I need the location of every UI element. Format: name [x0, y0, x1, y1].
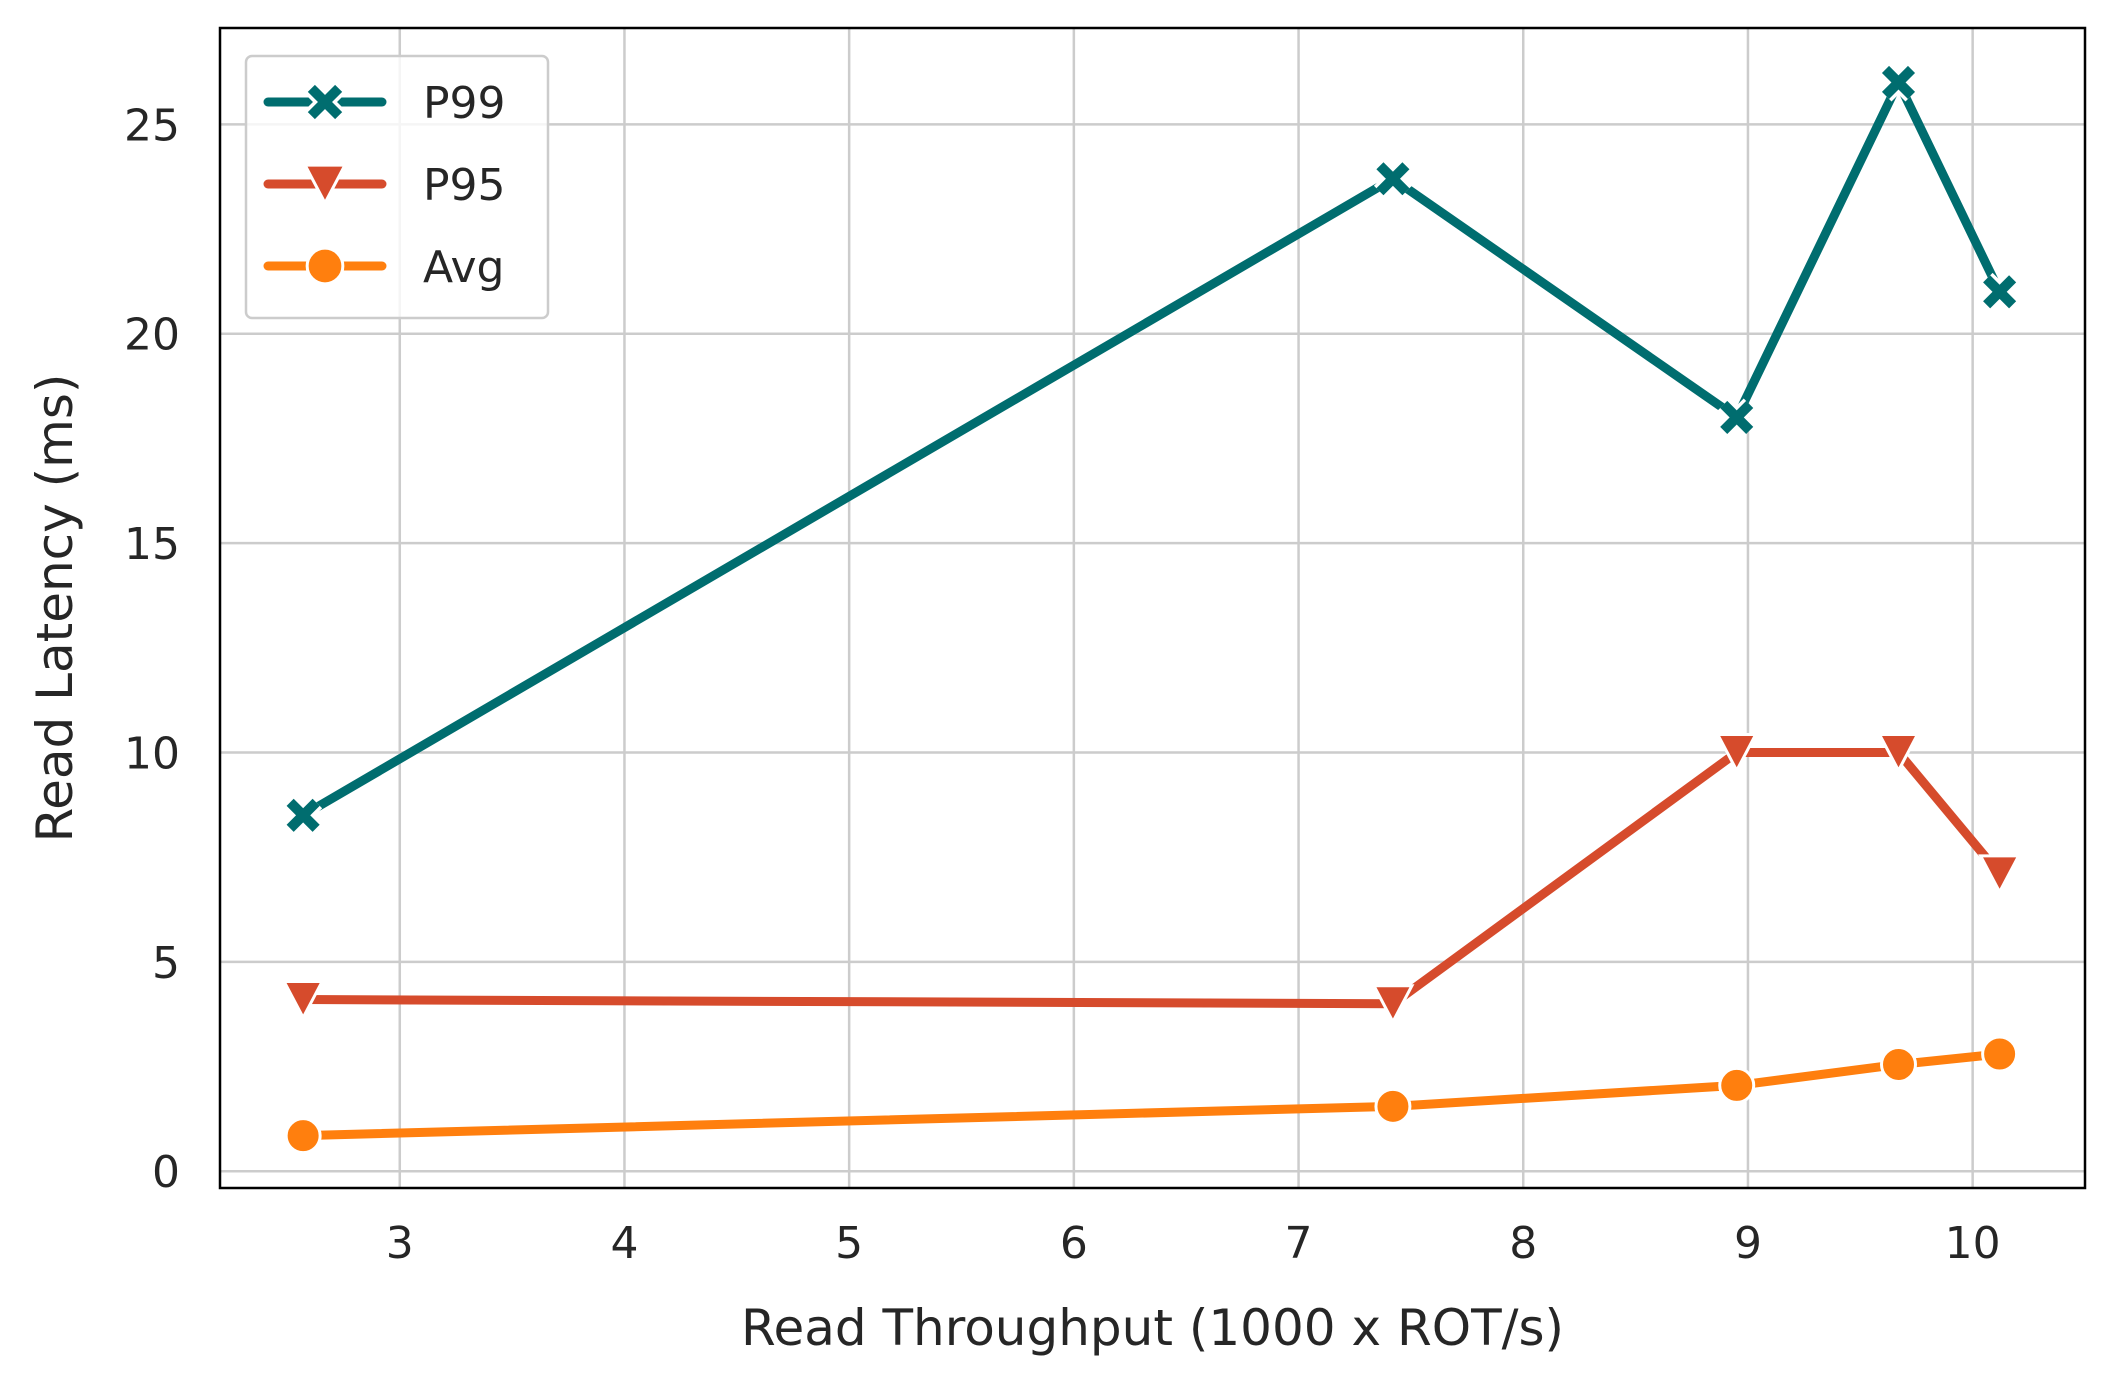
plot-frame: [218, 26, 2087, 1190]
x-marker: [284, 796, 323, 835]
x-marker: [1879, 63, 1918, 102]
y-tick-label: 0: [152, 1147, 180, 1198]
x-marker-stroke: [1720, 400, 1754, 434]
y-tick-label: 20: [124, 310, 180, 361]
y-tick-label: 5: [152, 938, 180, 989]
legend-label: P99: [423, 78, 506, 129]
y-axis-ticks: 0 5 10 15 20 25: [124, 100, 180, 1198]
legend-label: Avg: [423, 242, 505, 293]
circle-marker: [284, 1117, 322, 1155]
series-layer: [281, 63, 2022, 1155]
x-tick-label: 9: [1734, 1218, 1762, 1269]
x-tick-label: 7: [1285, 1218, 1313, 1269]
triangle-marker: [302, 163, 348, 207]
x-marker-stroke: [1983, 275, 2017, 309]
x-marker-stroke: [1881, 65, 1916, 99]
x-marker: [1717, 398, 1756, 437]
circle-marker: [1880, 1045, 1917, 1083]
series-p95: [281, 732, 2022, 1025]
circle-marker: [1374, 1087, 1412, 1125]
triangle-marker: [281, 980, 325, 1021]
x-tick-label: 4: [610, 1218, 638, 1269]
series-avg: [284, 1035, 2019, 1155]
x-marker-stroke: [307, 84, 343, 120]
series-line: [298, 747, 2005, 1009]
series-line: [298, 77, 2005, 820]
x-marker: [305, 82, 345, 122]
y-tick-label: 25: [124, 100, 180, 151]
triangle-marker: [1371, 984, 1415, 1025]
legend-item-avg: Avg: [263, 242, 505, 293]
y-tick-label: 10: [124, 728, 180, 779]
triangle-marker: [1877, 732, 1920, 774]
legend-item-p95: P95: [263, 160, 506, 211]
legend: P99 P95 Avg: [244, 54, 550, 320]
y-axis-label: Read Latency (ms): [26, 374, 84, 843]
x-tick-label: 10: [1945, 1218, 2001, 1269]
triangle-marker: [1715, 732, 1759, 774]
x-tick-label: 3: [386, 1218, 414, 1269]
circle-marker: [1981, 1035, 2019, 1073]
x-marker: [1980, 272, 2019, 311]
x-tick-label: 8: [1509, 1218, 1537, 1269]
circle-marker: [305, 246, 345, 286]
circle-marker: [1718, 1066, 1756, 1104]
legend-label: P95: [423, 160, 506, 211]
x-axis-ticks: 3 4 5 6 7 8 9 10: [386, 1218, 2001, 1269]
x-axis-label: Read Throughput (1000 x ROT/s): [741, 1299, 1564, 1357]
x-marker-stroke: [1376, 162, 1410, 196]
x-tick-label: 6: [1060, 1218, 1088, 1269]
y-tick-label: 15: [124, 519, 180, 570]
legend-item-p99: P99: [263, 78, 506, 129]
x-marker: [1373, 159, 1412, 198]
triangle-marker: [1978, 854, 2022, 896]
series-p99: [284, 63, 2019, 835]
x-tick-label: 5: [835, 1218, 863, 1269]
x-marker-stroke: [286, 798, 320, 832]
